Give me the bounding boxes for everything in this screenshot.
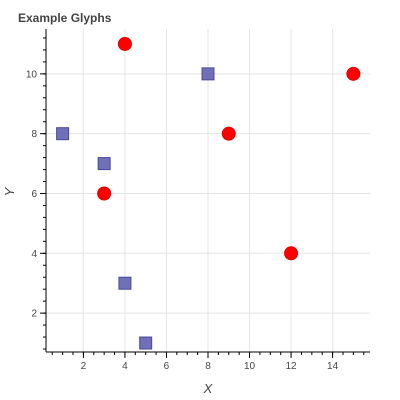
square-marker	[97, 157, 111, 171]
x-tick-label: 10	[244, 361, 256, 372]
x-tick-label: 6	[164, 361, 170, 372]
x-tick-label: 12	[286, 361, 298, 372]
y-tick-label: 2	[31, 309, 37, 320]
circle-marker	[346, 66, 361, 81]
grid	[46, 29, 370, 352]
data-marks	[56, 36, 361, 350]
square-marker	[56, 127, 70, 141]
y-tick-label: 4	[31, 249, 37, 260]
chart-title: Example Glyphs	[18, 11, 112, 25]
y-axis-label: Y	[2, 186, 17, 196]
circle-marker	[221, 126, 236, 141]
x-tick-label: 2	[81, 361, 87, 372]
square-marker	[118, 276, 132, 290]
x-tick-label: 14	[327, 361, 339, 372]
square-marker	[139, 336, 153, 350]
circle-marker	[284, 246, 299, 261]
x-tick-label: 8	[205, 361, 211, 372]
y-tick-label: 10	[26, 69, 38, 80]
x-axis-label: X	[203, 381, 214, 396]
circle-marker	[97, 186, 112, 201]
square-marker	[201, 67, 215, 81]
ticks: 2 4 6 8 10 12 14 2 4 6 8 10	[26, 37, 365, 372]
y-tick-label: 6	[31, 189, 37, 200]
y-tick-label: 8	[31, 129, 37, 140]
x-tick-label: 4	[122, 361, 128, 372]
circle-marker	[117, 36, 132, 51]
